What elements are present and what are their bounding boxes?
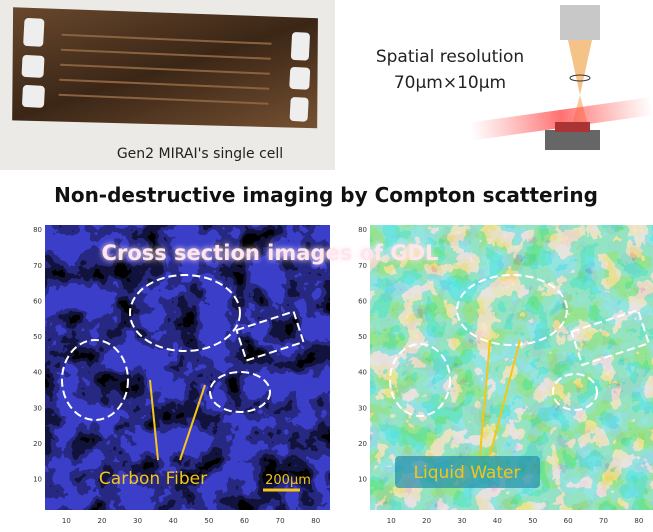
x-tick-label: 50 — [528, 517, 537, 525]
x-tick-label: 70 — [599, 517, 608, 525]
resolution-value: 70μm×10μm — [394, 73, 506, 93]
x-tick-label: 20 — [98, 517, 107, 525]
x-tick-label: 10 — [62, 517, 71, 525]
y-tick-label: 70 — [33, 262, 42, 270]
x-tick-label: 80 — [311, 517, 320, 525]
y-tick-label: 10 — [33, 476, 42, 484]
x-tick-label: 70 — [276, 517, 285, 525]
x-tick-label: 80 — [634, 517, 643, 525]
y-tick-label: 20 — [358, 440, 367, 448]
x-tick-label: 30 — [458, 517, 467, 525]
x-tick-label: 40 — [493, 517, 502, 525]
right-panel: Liquid Water — [370, 225, 653, 510]
left-panel: Carbon Fiber 200μm — [45, 225, 330, 510]
y-tick-label: 40 — [33, 369, 42, 377]
x-tick-label: 60 — [240, 517, 249, 525]
x-tick-label: 50 — [204, 517, 213, 525]
y-tick-label: 40 — [358, 369, 367, 377]
x-tick-label: 40 — [169, 517, 178, 525]
x-tick-label: 20 — [422, 517, 431, 525]
y-tick-label: 30 — [33, 404, 42, 412]
y-tick-label: 30 — [358, 404, 367, 412]
x-tick-label: 30 — [133, 517, 142, 525]
overlay-title: Cross section images of GDL — [102, 241, 439, 265]
cell-photo: Gen2 MIRAI's single cell — [0, 0, 335, 170]
y-tick-label: 70 — [358, 262, 367, 270]
y-tick-label: 20 — [33, 440, 42, 448]
y-tick-label: 80 — [33, 226, 42, 234]
y-tick-label: 60 — [358, 297, 367, 305]
y-tick-label: 80 — [358, 226, 367, 234]
x-tick-label: 60 — [564, 517, 573, 525]
y-tick-label: 50 — [33, 333, 42, 341]
heading: Non-destructive imaging by Compton scatt… — [54, 183, 598, 207]
y-tick-label: 50 — [358, 333, 367, 341]
schematic: Spatial resolution 70μm×10μm — [376, 5, 653, 150]
carbon-fiber-label: Carbon Fiber — [99, 469, 207, 489]
y-tick-label: 60 — [33, 297, 42, 305]
x-tick-label: 10 — [387, 517, 396, 525]
y-tick-label: 10 — [358, 476, 367, 484]
figure: Gen2 MIRAI's single cell Spatial resolut… — [0, 0, 653, 532]
liquid-water-label: Liquid Water — [414, 463, 521, 483]
photo-caption: Gen2 MIRAI's single cell — [117, 146, 283, 162]
resolution-label: Spatial resolution — [376, 47, 524, 67]
scale-bar-label: 200μm — [265, 473, 311, 488]
